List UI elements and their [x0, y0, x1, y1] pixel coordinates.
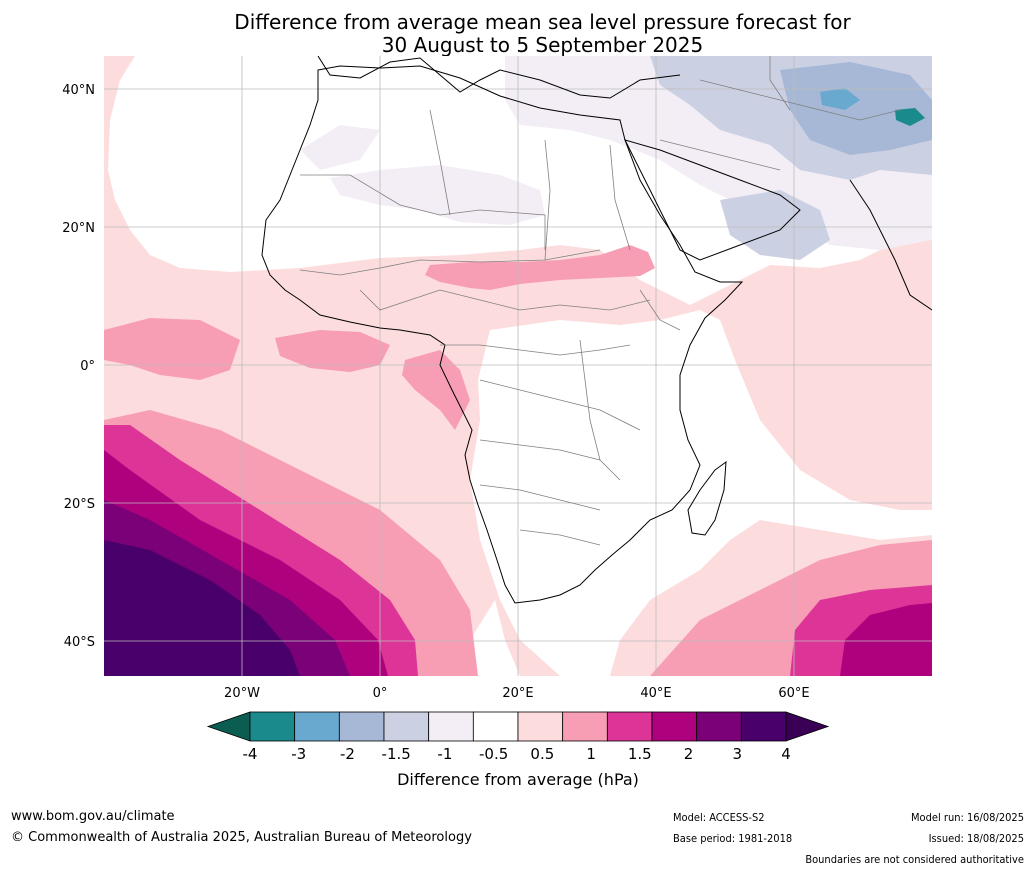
- colorbar-tick-label: -1.5: [382, 745, 411, 763]
- footer-website: www.bom.gov.au/climate: [11, 809, 175, 824]
- arabia-coastline: [624, 139, 801, 261]
- country-borders: [299, 56, 901, 546]
- colorbar-tick-label: 0.5: [530, 745, 554, 763]
- lat-label-20n: 20°N: [62, 221, 95, 236]
- anomaly-fill-minus-3-minus-2-iran: [820, 88, 860, 110]
- colorbar-label: Difference from average (hPa): [397, 770, 639, 789]
- footer-base-period: Base period: 1981-2018: [673, 832, 793, 845]
- anomaly-fill-minus-4-minus-3-afghanistan: [895, 108, 925, 126]
- colorbar-swatch: [651, 711, 698, 742]
- colorbar-over-triangle: [785, 711, 830, 742]
- lat-label-40n: 40°N: [62, 83, 95, 98]
- colorbar-tick-label: -3: [291, 745, 306, 763]
- anomaly-fill-1-1.5-angola-coast: [402, 350, 470, 430]
- colorbar-tick-label: -0.5: [479, 745, 508, 763]
- lon-label-0: 0°: [373, 686, 388, 701]
- colorbar-tick-label: 2: [684, 745, 694, 763]
- lat-label-0: 0°: [80, 359, 95, 374]
- lon-label-40e: 40°E: [640, 686, 671, 701]
- footer-model: Model: ACCESS-S2: [673, 811, 765, 824]
- colorbar-legend: -4 -3 -2 -1.5 -1 -0.5 0.5 1 1.5 2 3 4: [206, 711, 830, 763]
- map-title-line-2: 30 August to 5 September 2025: [381, 33, 704, 57]
- madagascar-coastline: [687, 460, 727, 536]
- lon-label-20w: 20°W: [224, 686, 260, 701]
- longitude-labels: 20°W 0° 20°E 40°E 60°E: [224, 686, 810, 701]
- colorbar-tick-label: -2: [340, 745, 355, 763]
- africa-coastline: [261, 65, 744, 604]
- colorbar-swatch: [696, 711, 742, 742]
- colorbar-swatch: [294, 711, 340, 742]
- pressure-anomaly-map: [104, 56, 932, 676]
- colorbar-tick-label: -1: [437, 745, 452, 763]
- colorbar-swatch: [338, 711, 385, 742]
- colorbar-swatch: [562, 711, 608, 742]
- anomaly-fill-over-4-south-atlantic: [104, 540, 300, 676]
- colorbar-swatch: [383, 711, 430, 742]
- colorbar-swatch: [428, 711, 474, 742]
- colorbar-under-triangle: [206, 711, 251, 742]
- colorbar-swatch: [249, 711, 296, 742]
- anomaly-neutral-southern-africa: [470, 310, 932, 676]
- lon-label-20e: 20°E: [502, 686, 533, 701]
- lon-label-60e: 60°E: [778, 686, 809, 701]
- colorbar-tick-label: 1: [586, 745, 596, 763]
- lat-label-20s: 20°S: [64, 497, 95, 512]
- anomaly-fill-1-1.5-sahel: [425, 245, 655, 290]
- india-coastline: [849, 179, 932, 311]
- colorbar-tick-label: 1.5: [628, 745, 652, 763]
- colorbar-swatch: [517, 711, 564, 742]
- colorbar-swatch: [606, 711, 653, 742]
- colorbar-tick-label: 4: [781, 745, 791, 763]
- anomaly-fill-minus-1-minus-0.5-algeria: [300, 125, 380, 170]
- anomaly-fill-minus-1-minus-0.5-sahara: [330, 165, 545, 225]
- footer-copyright: © Commonwealth of Australia 2025, Austra…: [11, 830, 472, 845]
- footer-issued: Issued: 18/08/2025: [928, 832, 1024, 845]
- anomaly-fill-1-1.5-equatorial: [275, 330, 390, 372]
- footer-model-run: Model run: 16/08/2025: [911, 811, 1024, 824]
- colorbar-swatch: [472, 711, 519, 742]
- lat-label-40s: 40°S: [64, 635, 95, 650]
- anomaly-fill-minus-2-minus-1.5-iran: [780, 62, 932, 155]
- map-title-line-1: Difference from average mean sea level p…: [234, 10, 851, 34]
- footer-disclaimer: Boundaries are not considered authoritat…: [805, 853, 1024, 866]
- europe-coastline: [317, 56, 681, 99]
- colorbar-tick-label: 3: [732, 745, 742, 763]
- latitude-labels: 40°N 20°N 0° 20°S 40°S: [62, 83, 95, 650]
- map-gridlines: [104, 56, 932, 676]
- anomaly-fill-1-1.5-gulf-guinea: [104, 318, 240, 380]
- colorbar-swatch: [740, 711, 787, 742]
- anomaly-fill-2-3-south-indian: [840, 603, 932, 676]
- colorbar-tick-label: -4: [243, 745, 258, 763]
